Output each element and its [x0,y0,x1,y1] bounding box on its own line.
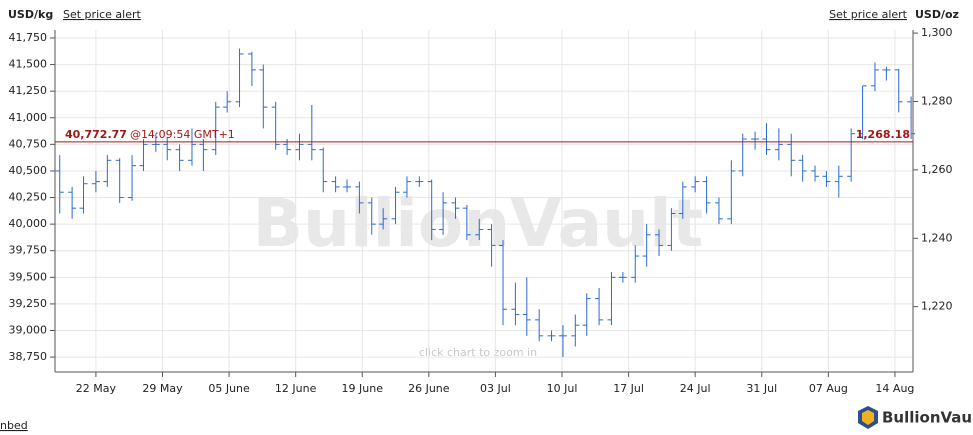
x-tick-label: 14 Aug [875,382,914,395]
price-label: 40,772.77 @14:09:54 GMT+1 [65,128,235,141]
price-value: 40,772.77 [65,128,127,141]
x-tick-label: 05 June [208,382,250,395]
embed-link[interactable]: nbed [0,419,28,432]
x-tick-label: 31 Jul [746,382,777,395]
x-tick-label: 19 June [342,382,384,395]
x-tick-label: 24 Jul [680,382,711,395]
y-tick-label: 40,500 [9,164,48,177]
y-tick-label: 41,000 [9,111,48,124]
price-label-oz: 1,268.18 [856,128,910,141]
set-price-alert[interactable]: Set price alert [829,8,908,21]
y2-tick-label: 1,260 [921,163,953,176]
y-tick-label: 39,000 [9,324,48,337]
x-tick-label: 03 Jul [480,382,511,395]
y2-tick-label: 1,220 [921,300,953,313]
y-tick-label: 41,750 [9,31,48,44]
y-tick-label: 41,250 [9,84,48,97]
y2-tick-label: 1,280 [921,94,953,107]
y-tick-label: 40,000 [9,217,48,230]
set-price-alert[interactable]: Set price alert [63,8,142,21]
logo-text: BullionVault [882,409,973,427]
x-tick-label: 12 June [275,382,317,395]
y-tick-label: 39,750 [9,244,48,257]
x-tick-label: 10 Jul [547,382,578,395]
x-tick-label: 22 May [76,382,117,395]
x-tick-label: 26 June [408,382,450,395]
y-tick-label: 39,500 [9,270,48,283]
y-tick-label: 38,750 [9,350,48,363]
y-axis-label: USD/kg [8,8,53,21]
y-tick-label: 39,250 [9,297,48,310]
price-time: @14:09:54 GMT+1 [130,128,235,141]
y-tick-label: 40,250 [9,191,48,204]
y2-tick-label: 1,240 [921,231,953,244]
y-tick-label: 41,500 [9,58,48,71]
y-tick-label: 40,750 [9,137,48,150]
x-tick-label: 07 Aug [809,382,848,395]
zoom-hint: click chart to zoom in [419,346,537,359]
x-tick-label: 17 Jul [613,382,644,395]
x-tick-label: 29 May [142,382,183,395]
y2-axis-label: USD/oz [915,8,959,21]
y2-tick-label: 1,300 [921,26,953,39]
logo-icon [858,406,878,429]
